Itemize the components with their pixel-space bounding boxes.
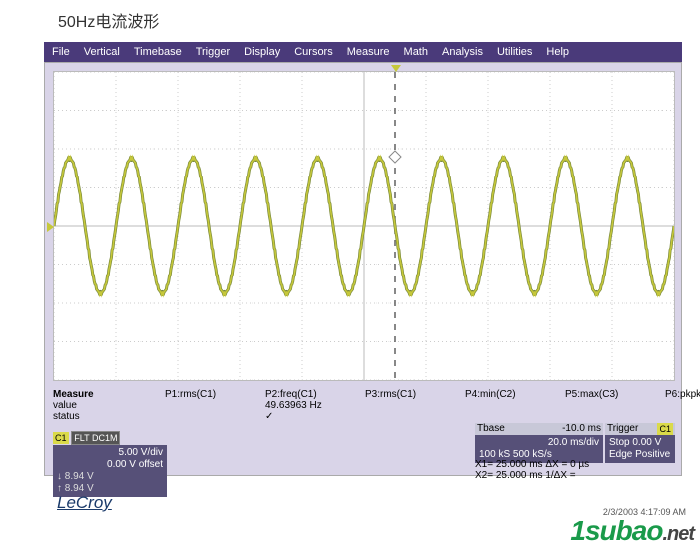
trigger-head-label: Trigger: [607, 423, 638, 435]
timebase-head-label: Tbase: [477, 423, 505, 435]
channel-offset: 0.00 V offset: [57, 459, 163, 471]
measure-status-label: status: [53, 411, 165, 422]
trigger-pos-marker: [391, 65, 401, 72]
menu-help[interactable]: Help: [546, 46, 569, 58]
timebase-tdiv: 20.0 ms/div: [479, 437, 599, 449]
cursor-x2-line: X2= 25.000 ms 1/ΔX =: [475, 470, 589, 481]
p4-label: P4:min(C2): [465, 389, 565, 400]
p2-value: 49.63963 Hz: [265, 400, 365, 411]
measure-header: Measure: [53, 389, 165, 400]
timebase-head-value: -10.0 ms: [562, 423, 601, 435]
menu-analysis[interactable]: Analysis: [442, 46, 483, 58]
measure-value-label: value: [53, 400, 165, 411]
p3-label: P3:rms(C1): [365, 389, 465, 400]
watermark: 1subao.net: [570, 515, 694, 547]
trigger-level-marker: [47, 222, 54, 232]
trigger-stop: Stop 0.00 V: [609, 437, 671, 449]
menu-vertical[interactable]: Vertical: [84, 46, 120, 58]
cursor-x1-line: X1= 25.000 ms ΔX = 0 µs: [475, 459, 589, 470]
channel-panel[interactable]: C1 FLT DC1M 5.00 V/div 0.00 V offset ↓ 8…: [53, 431, 167, 497]
menu-measure[interactable]: Measure: [347, 46, 390, 58]
p1-label: P1:rms(C1): [165, 389, 265, 400]
channel-tag: C1: [53, 432, 69, 444]
channel-vdiv: 5.00 V/div: [57, 447, 163, 459]
brand-logo: LeCroy: [57, 493, 112, 513]
channel-cursor1: 8.94 V: [65, 471, 94, 482]
p6-label: P6:pkpk(C3): [665, 389, 700, 400]
menu-utilities[interactable]: Utilities: [497, 46, 532, 58]
waveform-svg: [54, 72, 674, 380]
waveform-graticule[interactable]: [53, 71, 675, 381]
menu-trigger[interactable]: Trigger: [196, 46, 230, 58]
menu-file[interactable]: File: [52, 46, 70, 58]
menu-bar: File Vertical Timebase Trigger Display Cursor…: [44, 42, 682, 62]
watermark-main: 1subao: [570, 515, 662, 546]
oscilloscope-window: Measure value status P1:rms(C1) P2:freq(…: [44, 62, 682, 476]
channel-flags: FLT DC1M: [71, 431, 120, 445]
menu-cursors[interactable]: Cursors: [294, 46, 333, 58]
p2-status: ✓: [265, 411, 365, 422]
trigger-edge: Edge Positive: [609, 449, 671, 461]
measurement-row: Measure value status P1:rms(C1) P2:freq(…: [53, 389, 675, 422]
menu-display[interactable]: Display: [244, 46, 280, 58]
timebase-panel[interactable]: Tbase-10.0 ms 20.0 ms/div 100 kS 500 kS/…: [475, 423, 603, 463]
watermark-suffix: .net: [662, 523, 694, 545]
p5-label: P5:max(C3): [565, 389, 665, 400]
trigger-panel[interactable]: Trigger C1 Stop 0.00 V Edge Positive: [605, 423, 675, 463]
menu-math[interactable]: Math: [404, 46, 428, 58]
p2-label: P2:freq(C1): [265, 389, 365, 400]
menu-timebase[interactable]: Timebase: [134, 46, 182, 58]
trigger-head-src: C1: [657, 423, 673, 435]
page-title: 50Hz电流波形: [58, 8, 159, 32]
cursor-readout: X1= 25.000 ms ΔX = 0 µs X2= 25.000 ms 1/…: [475, 459, 589, 481]
